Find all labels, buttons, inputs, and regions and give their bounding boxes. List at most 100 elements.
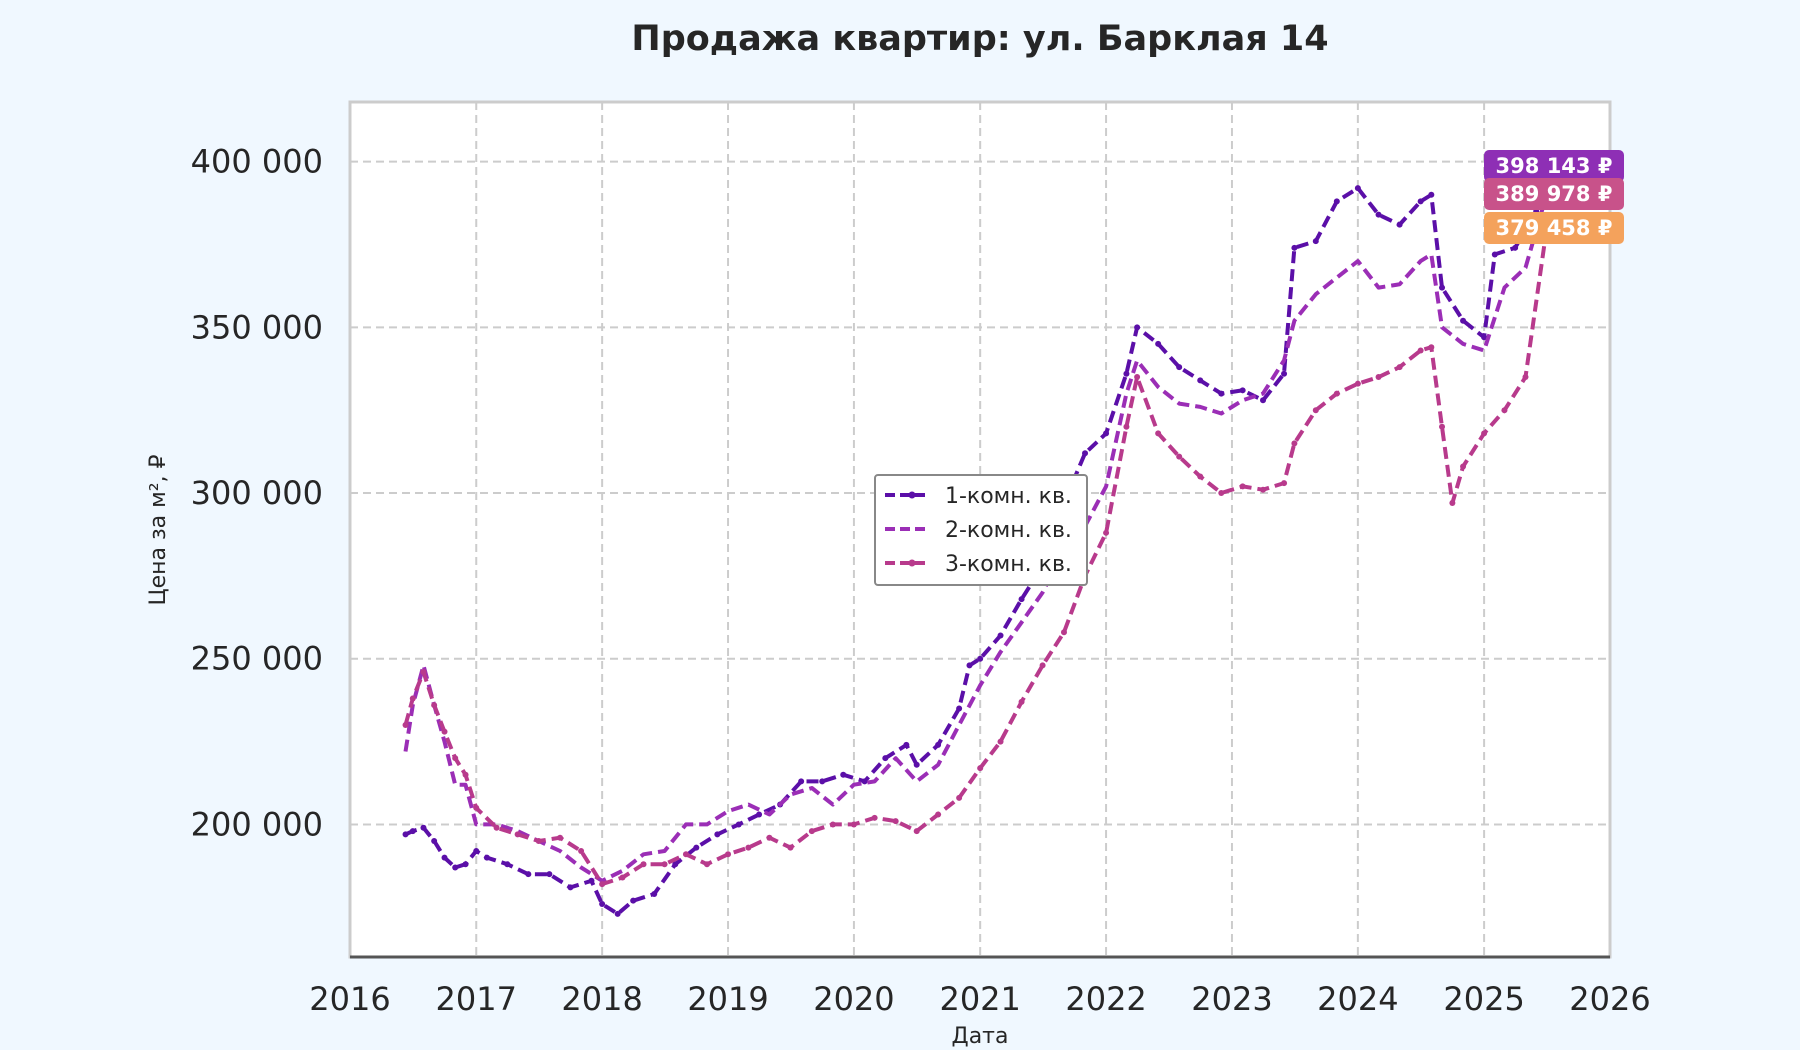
data-point bbox=[651, 891, 658, 898]
data-point bbox=[452, 755, 459, 762]
data-point bbox=[1460, 463, 1467, 470]
data-point bbox=[1281, 480, 1288, 487]
data-point bbox=[892, 818, 899, 825]
data-point bbox=[504, 861, 511, 868]
data-point bbox=[462, 771, 469, 778]
data-point bbox=[1218, 390, 1225, 397]
data-point bbox=[1218, 490, 1225, 497]
data-point bbox=[956, 794, 963, 801]
data-point bbox=[1522, 374, 1529, 381]
data-point bbox=[1260, 486, 1267, 493]
data-point bbox=[1396, 364, 1403, 371]
series-1 bbox=[402, 164, 1550, 917]
data-point bbox=[1176, 364, 1183, 371]
data-point bbox=[1197, 377, 1204, 384]
data-point bbox=[578, 847, 585, 854]
data-point bbox=[725, 851, 732, 858]
badge-background bbox=[1484, 212, 1624, 244]
data-point bbox=[546, 871, 553, 878]
legend-label: 3-комн. кв. bbox=[945, 552, 1072, 577]
data-point bbox=[614, 910, 621, 917]
legend-marker bbox=[908, 559, 916, 567]
legend-box bbox=[874, 474, 1088, 586]
badge-label: 379 458 ₽ bbox=[1496, 216, 1613, 240]
data-point bbox=[1082, 450, 1089, 457]
data-point bbox=[409, 828, 416, 835]
x-tick-label: 2017 bbox=[436, 980, 517, 1018]
data-point bbox=[808, 828, 815, 835]
data-point bbox=[431, 702, 438, 709]
data-point bbox=[1060, 629, 1067, 636]
y-axis-ticks: 200 000 250 000 300 000 350 000 400 000 bbox=[191, 143, 323, 844]
data-point bbox=[840, 771, 847, 778]
badge-background bbox=[1484, 150, 1624, 182]
y-tick-label: 200 000 bbox=[191, 805, 323, 843]
data-point bbox=[402, 831, 409, 838]
data-point bbox=[977, 765, 984, 772]
data-point bbox=[798, 778, 805, 785]
data-point bbox=[1239, 483, 1246, 490]
data-point bbox=[473, 847, 480, 854]
data-point bbox=[1239, 387, 1246, 394]
data-point bbox=[599, 881, 606, 888]
x-tick-label: 2016 bbox=[309, 980, 390, 1018]
x-tick-label: 2020 bbox=[813, 980, 894, 1018]
x-axis-ticks: 2016 2017 2018 2019 2020 2021 2022 2023 2024 2025… bbox=[309, 980, 1650, 1018]
data-point bbox=[871, 814, 878, 821]
data-point bbox=[1512, 244, 1519, 251]
data-point bbox=[420, 824, 427, 831]
data-point bbox=[1260, 397, 1267, 404]
chart-title: Продажа квартир: ул. Барклая 14 bbox=[631, 19, 1328, 59]
data-point bbox=[1375, 211, 1382, 218]
data-point bbox=[1417, 198, 1424, 205]
data-point bbox=[997, 738, 1004, 745]
x-tick-label: 2026 bbox=[1569, 980, 1650, 1018]
data-point bbox=[1155, 430, 1162, 437]
legend-item: 3-комн. кв. bbox=[885, 552, 1072, 577]
x-tick-label: 2022 bbox=[1065, 980, 1146, 1018]
data-point bbox=[956, 705, 963, 712]
data-point bbox=[567, 884, 574, 891]
data-point bbox=[1481, 430, 1488, 437]
data-point bbox=[441, 854, 448, 861]
data-point bbox=[1460, 317, 1467, 324]
data-point bbox=[462, 861, 469, 868]
data-point bbox=[1197, 473, 1204, 480]
legend-label: 1-комн. кв. bbox=[945, 484, 1072, 509]
data-point bbox=[850, 821, 857, 828]
data-point bbox=[756, 811, 763, 818]
data-point bbox=[1134, 324, 1141, 331]
y-tick-label: 350 000 bbox=[191, 308, 323, 346]
data-point bbox=[619, 874, 626, 881]
end-value-badge: 379 458 ₽ bbox=[1484, 212, 1624, 244]
data-point bbox=[1155, 340, 1162, 347]
data-point bbox=[1354, 380, 1361, 387]
x-tick-label: 2023 bbox=[1191, 980, 1272, 1018]
x-tick-label: 2021 bbox=[939, 980, 1020, 1018]
data-point bbox=[935, 741, 942, 748]
data-point bbox=[588, 877, 595, 884]
data-point bbox=[1439, 423, 1446, 430]
data-point bbox=[682, 851, 689, 858]
data-point bbox=[1176, 453, 1183, 460]
y-tick-label: 250 000 bbox=[191, 640, 323, 678]
legend-item: 1-комн. кв. bbox=[885, 484, 1072, 509]
data-point bbox=[882, 755, 889, 762]
end-value-badge: 398 143 ₽ bbox=[1484, 150, 1624, 182]
badge-background bbox=[1484, 178, 1624, 210]
data-point bbox=[640, 861, 647, 868]
x-tick-label: 2018 bbox=[561, 980, 642, 1018]
data-point bbox=[599, 900, 606, 907]
badge-label: 389 978 ₽ bbox=[1496, 182, 1613, 206]
data-point bbox=[1291, 244, 1298, 251]
data-point bbox=[402, 722, 409, 729]
data-point bbox=[703, 861, 710, 868]
data-point bbox=[714, 831, 721, 838]
data-point bbox=[1333, 198, 1340, 205]
data-point bbox=[1134, 374, 1141, 381]
data-point bbox=[829, 821, 836, 828]
data-point bbox=[431, 838, 438, 845]
data-point bbox=[514, 831, 521, 838]
data-point bbox=[966, 662, 973, 669]
